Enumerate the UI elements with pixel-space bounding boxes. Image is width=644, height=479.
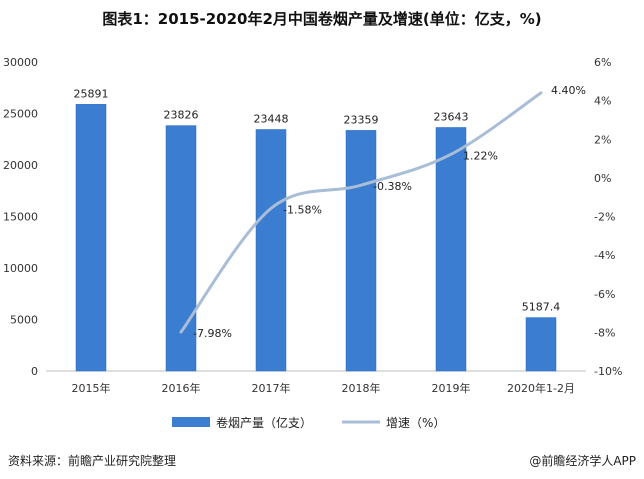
y-left-tick-label: 0 (31, 365, 38, 378)
line-data-label: 1.22% (463, 149, 498, 162)
bar-data-label: 5187.4 (522, 301, 561, 314)
line-data-label: -1.58% (283, 203, 322, 216)
bar (435, 127, 467, 372)
legend-bar-swatch (172, 417, 210, 427)
line-data-label: 4.40% (551, 84, 586, 97)
y-right-tick-label: 2% (594, 133, 611, 146)
bar-data-label: 23448 (254, 112, 289, 125)
bar-data-label: 25891 (74, 87, 109, 100)
x-tick-label: 2015年 (72, 381, 111, 395)
legend-line-label: 增速（%） (386, 416, 445, 430)
growth-line (179, 91, 543, 334)
bar-data-label: 23359 (344, 113, 379, 126)
x-tick-label: 2016年 (162, 381, 201, 395)
bar (525, 317, 557, 372)
line-data-label: -7.98% (193, 327, 232, 340)
line-data-label: -0.38% (373, 180, 412, 193)
y-left-tick-label: 30000 (3, 56, 38, 69)
y-left-tick-label: 5000 (10, 314, 38, 327)
y-right-tick-label: 6% (594, 56, 611, 69)
y-right-tick-label: -6% (594, 288, 615, 301)
bar (75, 104, 107, 372)
bar (165, 125, 197, 372)
x-tick-label: 2019年 (432, 381, 471, 395)
legend-bar-label: 卷烟产量（亿支） (216, 415, 312, 430)
y-right-tick-label: -2% (594, 211, 615, 224)
chart-title: 图表1：2015-2020年2月中国卷烟产量及增速(单位：亿支，%) (102, 10, 542, 28)
bar (345, 130, 377, 372)
x-tick-label: 2018年 (342, 381, 381, 395)
y-right-tick-label: -10% (594, 365, 622, 378)
y-left-tick-label: 25000 (3, 108, 38, 121)
bar-data-label: 23643 (434, 110, 469, 123)
source-note: 资料来源：前瞻产业研究院整理 (8, 454, 177, 468)
brand-note: @前瞻经济学人APP (529, 454, 636, 468)
y-left-tick-label: 10000 (3, 262, 38, 275)
y-left-tick-label: 20000 (3, 159, 38, 172)
x-tick-label: 2020年1-2月 (507, 381, 575, 395)
bar-data-label: 23826 (164, 109, 199, 122)
x-tick-label: 2017年 (252, 381, 291, 395)
y-right-tick-label: -8% (594, 326, 615, 339)
y-right-tick-label: -4% (594, 249, 615, 262)
y-right-tick-label: 4% (594, 95, 611, 108)
bar (255, 129, 287, 372)
y-left-tick-label: 15000 (3, 211, 38, 224)
y-right-tick-label: 0% (594, 172, 611, 185)
